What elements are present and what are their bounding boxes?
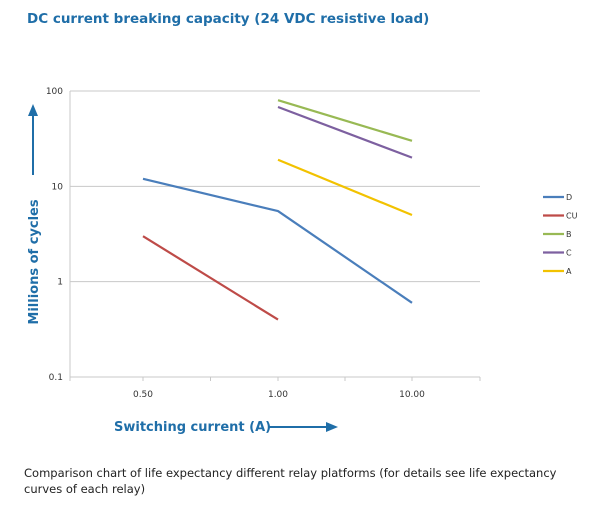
y-axis-label: Millions of cycles <box>27 199 42 324</box>
legend-label: B <box>566 230 572 239</box>
x-axis-arrow <box>268 422 338 432</box>
series-line-c <box>277 105 413 159</box>
y-tick-label: 10 <box>52 182 64 192</box>
series-line-a <box>277 158 413 217</box>
x-tick-label: 10.00 <box>399 390 425 400</box>
y-axis-arrow <box>28 104 38 175</box>
figure-caption: Comparison chart of life expectancy diff… <box>24 466 557 496</box>
y-tick-label: 100 <box>46 87 63 97</box>
legend-label: CU <box>566 212 578 221</box>
x-tick-label: 0.50 <box>133 390 153 400</box>
series-lines <box>142 99 413 321</box>
series-line-d <box>142 177 413 304</box>
chart: 0.1 1 10 100 0.50 1.00 10.00 D CU B CA Millions o… <box>27 87 578 435</box>
legend: D CU B CA <box>543 193 578 276</box>
y-tick-label: 1 <box>57 278 63 288</box>
series-line-b <box>277 99 413 142</box>
legend-label: D <box>566 193 572 202</box>
x-tick-label: 1.00 <box>268 390 288 400</box>
legend-label: A <box>566 267 572 276</box>
chart-title: DC current breaking capacity (24 VDC res… <box>27 11 430 27</box>
series-line-cu <box>142 235 279 321</box>
tick-labels: 0.1 1 10 100 0.50 1.00 10.00 <box>46 87 425 400</box>
legend-label: C <box>566 249 572 258</box>
y-tick-label: 0.1 <box>49 373 63 383</box>
x-axis-label: Switching current (A) <box>114 420 271 435</box>
grid <box>69 90 481 381</box>
